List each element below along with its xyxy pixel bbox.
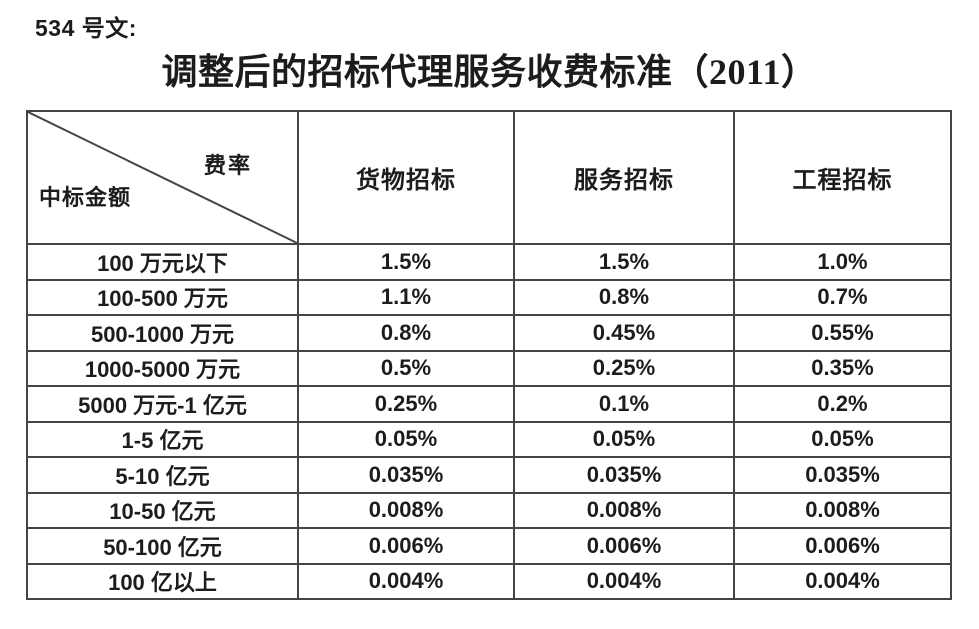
table-row: 1000-5000 万元 0.5% 0.25% 0.35% [26,349,952,387]
fee-value-cell: 0.035% [513,456,735,494]
fee-value-cell: 0.008% [733,491,952,529]
fee-value-cell: 0.8% [297,314,515,352]
column-header-goods-tender: 货物招标 [297,110,515,245]
table-row: 100-500 万元 1.1% 0.8% 0.7% [26,278,952,316]
fee-value-cell: 0.2% [733,385,952,423]
fee-value-cell: 0.7% [733,278,952,316]
row-label-cell: 100-500 万元 [26,278,299,316]
fee-value-cell: 1.5% [297,243,515,281]
fee-value-cell: 0.006% [733,527,952,565]
fee-value-cell: 0.008% [513,491,735,529]
fee-value-cell: 0.006% [513,527,735,565]
fee-value-cell: 1.1% [297,278,515,316]
table-row: 1-5 亿元 0.05% 0.05% 0.05% [26,420,952,458]
table-row: 500-1000 万元 0.8% 0.45% 0.55% [26,314,952,352]
table-row: 10-50 亿元 0.008% 0.008% 0.008% [26,491,952,529]
fee-value-cell: 0.035% [733,456,952,494]
row-label-cell: 1-5 亿元 [26,420,299,458]
column-header-works-tender: 工程招标 [733,110,952,245]
fee-standard-table: 费率 中标金额 货物招标 服务招标 工程招标 100 万元以下 1.5% 1.5… [26,110,952,600]
row-label-cell: 100 亿以上 [26,562,299,600]
fee-value-cell: 0.05% [513,420,735,458]
fee-value-cell: 0.5% [297,349,515,387]
fee-value-cell: 0.8% [513,278,735,316]
fee-value-cell: 0.05% [297,420,515,458]
fee-value-cell: 1.0% [733,243,952,281]
fee-value-cell: 1.5% [513,243,735,281]
diagonal-divider-line [28,112,297,243]
corner-header-cell: 费率 中标金额 [26,110,299,245]
table-row: 5-10 亿元 0.035% 0.035% 0.035% [26,456,952,494]
fee-value-cell: 0.35% [733,349,952,387]
fee-value-cell: 0.25% [513,349,735,387]
fee-value-cell: 0.004% [733,562,952,600]
fee-value-cell: 0.1% [513,385,735,423]
column-header-service-tender: 服务招标 [513,110,735,245]
row-label-cell: 1000-5000 万元 [26,349,299,387]
header-row: 费率 中标金额 货物招标 服务招标 工程招标 [26,110,952,245]
doc-number-label: 534 号文: [35,15,137,41]
page-title: 调整后的招标代理服务收费标准（2011） [161,52,818,92]
fee-value-cell: 0.05% [733,420,952,458]
table-row: 100 亿以上 0.004% 0.004% 0.004% [26,562,952,600]
row-label-cell: 500-1000 万元 [26,314,299,352]
fee-value-cell: 0.004% [297,562,515,600]
fee-value-cell: 0.035% [297,456,515,494]
fee-value-cell: 0.004% [513,562,735,600]
fee-value-cell: 0.006% [297,527,515,565]
fee-value-cell: 0.55% [733,314,952,352]
row-label-cell: 100 万元以下 [26,243,299,281]
row-label-cell: 10-50 亿元 [26,491,299,529]
table-row: 100 万元以下 1.5% 1.5% 1.0% [26,243,952,281]
fee-value-cell: 0.008% [297,491,515,529]
table-row: 50-100 亿元 0.006% 0.006% 0.006% [26,527,952,565]
row-label-cell: 50-100 亿元 [26,527,299,565]
row-label-cell: 5000 万元-1 亿元 [26,385,299,423]
fee-value-cell: 0.45% [513,314,735,352]
fee-value-cell: 0.25% [297,385,515,423]
corner-label-bid-amount: 中标金额 [39,185,132,210]
row-label-cell: 5-10 亿元 [26,456,299,494]
table-row: 5000 万元-1 亿元 0.25% 0.1% 0.2% [26,385,952,423]
corner-label-rate: 费率 [203,153,252,178]
